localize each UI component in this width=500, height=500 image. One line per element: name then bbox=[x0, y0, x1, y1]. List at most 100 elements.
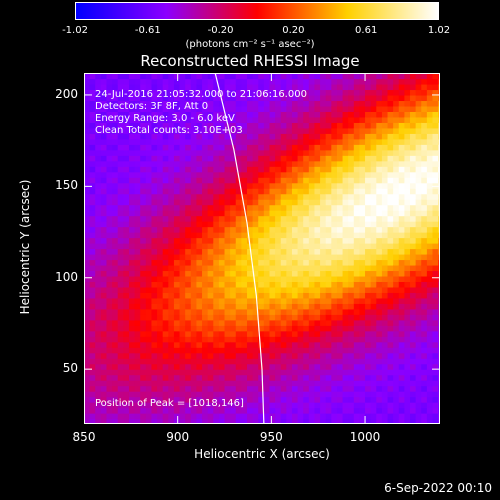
heatmap-cell bbox=[320, 319, 327, 326]
heatmap-cell bbox=[173, 160, 181, 167]
heatmap-cell bbox=[106, 391, 113, 398]
heatmap-cell bbox=[342, 347, 349, 354]
heatmap-cell bbox=[331, 210, 338, 217]
heatmap-cell bbox=[359, 177, 366, 184]
heatmap-cell bbox=[280, 380, 287, 387]
heatmap-cell bbox=[365, 374, 372, 381]
heatmap-cell bbox=[190, 210, 198, 217]
heatmap-cell bbox=[128, 83, 136, 91]
heatmap-cell bbox=[224, 111, 231, 118]
heatmap-cell bbox=[218, 199, 226, 206]
heatmap-cell bbox=[359, 215, 366, 222]
heatmap-cell bbox=[218, 166, 226, 173]
heatmap-cell bbox=[202, 94, 209, 102]
heatmap-cell bbox=[348, 127, 355, 134]
heatmap-cell bbox=[297, 407, 304, 414]
heatmap-cell bbox=[291, 352, 299, 359]
heatmap-cell bbox=[370, 83, 377, 91]
heatmap-cell bbox=[168, 171, 175, 178]
heatmap-cell bbox=[247, 226, 254, 233]
heatmap-cell bbox=[213, 215, 220, 222]
heatmap-cell bbox=[342, 413, 349, 420]
heatmap-cell bbox=[168, 363, 175, 370]
heatmap-cell bbox=[196, 116, 203, 123]
heatmap-cell bbox=[241, 341, 248, 348]
heatmap-cell bbox=[145, 221, 153, 228]
heatmap-cell bbox=[297, 133, 304, 140]
heatmap-cell bbox=[410, 336, 417, 343]
heatmap-cell bbox=[190, 253, 198, 261]
heatmap-cell bbox=[308, 188, 316, 195]
heatmap-cell bbox=[342, 391, 349, 398]
heatmap-cell bbox=[179, 358, 186, 365]
heatmap-cell bbox=[117, 297, 124, 304]
heatmap-cell bbox=[145, 358, 153, 365]
heatmap-cell bbox=[140, 380, 147, 387]
heatmap-cell bbox=[280, 177, 287, 184]
y-tick-label: 100 bbox=[55, 269, 78, 284]
heatmap-cell bbox=[95, 177, 102, 184]
heatmap-cell bbox=[157, 391, 164, 398]
heatmap-cell bbox=[348, 374, 355, 381]
heatmap-cell bbox=[381, 127, 389, 134]
heatmap-cell bbox=[134, 358, 141, 365]
heatmap-cell bbox=[393, 243, 400, 250]
heatmap-cell bbox=[202, 402, 209, 409]
heatmap-cell bbox=[365, 314, 372, 321]
heatmap-cell bbox=[381, 407, 389, 414]
heatmap-cell bbox=[410, 292, 417, 299]
heatmap-cell bbox=[157, 292, 164, 299]
heatmap-cell bbox=[145, 188, 153, 195]
heatmap-cell bbox=[269, 149, 276, 156]
heatmap-cell bbox=[410, 83, 417, 91]
heatmap-cell bbox=[117, 133, 124, 140]
heatmap-cell bbox=[162, 243, 169, 250]
heatmap-cell bbox=[235, 407, 242, 414]
heatmap-cell bbox=[415, 407, 422, 414]
heatmap-cell bbox=[117, 336, 124, 343]
heatmap-cell bbox=[381, 264, 389, 272]
heatmap-cell bbox=[100, 193, 108, 200]
heatmap-cell bbox=[140, 215, 147, 222]
heatmap-cell bbox=[196, 286, 203, 293]
heatmap-cell bbox=[241, 160, 248, 167]
heatmap-cell bbox=[218, 363, 226, 370]
heatmap-cell bbox=[112, 149, 119, 156]
heatmap-cell bbox=[286, 127, 293, 134]
heatmap-cell bbox=[303, 144, 310, 151]
heatmap-cell bbox=[263, 418, 271, 424]
heatmap-cell bbox=[230, 336, 237, 343]
heatmap-cell bbox=[106, 94, 113, 102]
heatmap-cell bbox=[410, 232, 417, 239]
heatmap-cell bbox=[145, 138, 153, 145]
heatmap-cell bbox=[404, 226, 411, 233]
heatmap-cell bbox=[410, 363, 417, 370]
heatmap-cell bbox=[106, 127, 113, 134]
heatmap-cell bbox=[100, 352, 108, 359]
heatmap-cell bbox=[342, 160, 349, 167]
heatmap-cell bbox=[258, 73, 265, 80]
heatmap-cell bbox=[100, 248, 108, 255]
heatmap-cell bbox=[112, 188, 119, 195]
heatmap-cell bbox=[314, 83, 321, 91]
heatmap-cell bbox=[145, 336, 153, 343]
heatmap-cell bbox=[151, 391, 158, 398]
heatmap-cell bbox=[426, 149, 434, 156]
heatmap-cell bbox=[218, 286, 226, 293]
heatmap-cell bbox=[185, 160, 192, 167]
heatmap-cell bbox=[258, 303, 265, 310]
heatmap-cell bbox=[387, 369, 394, 376]
heatmap-cell bbox=[398, 308, 405, 315]
heatmap-cell bbox=[241, 78, 248, 85]
heatmap-cell bbox=[314, 374, 321, 381]
heatmap-cell bbox=[342, 292, 349, 299]
heatmap-cell bbox=[348, 138, 355, 145]
heatmap-cell bbox=[291, 297, 299, 304]
heatmap-cell bbox=[381, 358, 389, 365]
heatmap-cell bbox=[348, 199, 355, 206]
heatmap-cell bbox=[398, 281, 405, 288]
heatmap-cell bbox=[370, 303, 377, 310]
heatmap-cell bbox=[426, 407, 434, 414]
heatmap-cell bbox=[95, 160, 102, 167]
heatmap-cell bbox=[387, 144, 394, 151]
